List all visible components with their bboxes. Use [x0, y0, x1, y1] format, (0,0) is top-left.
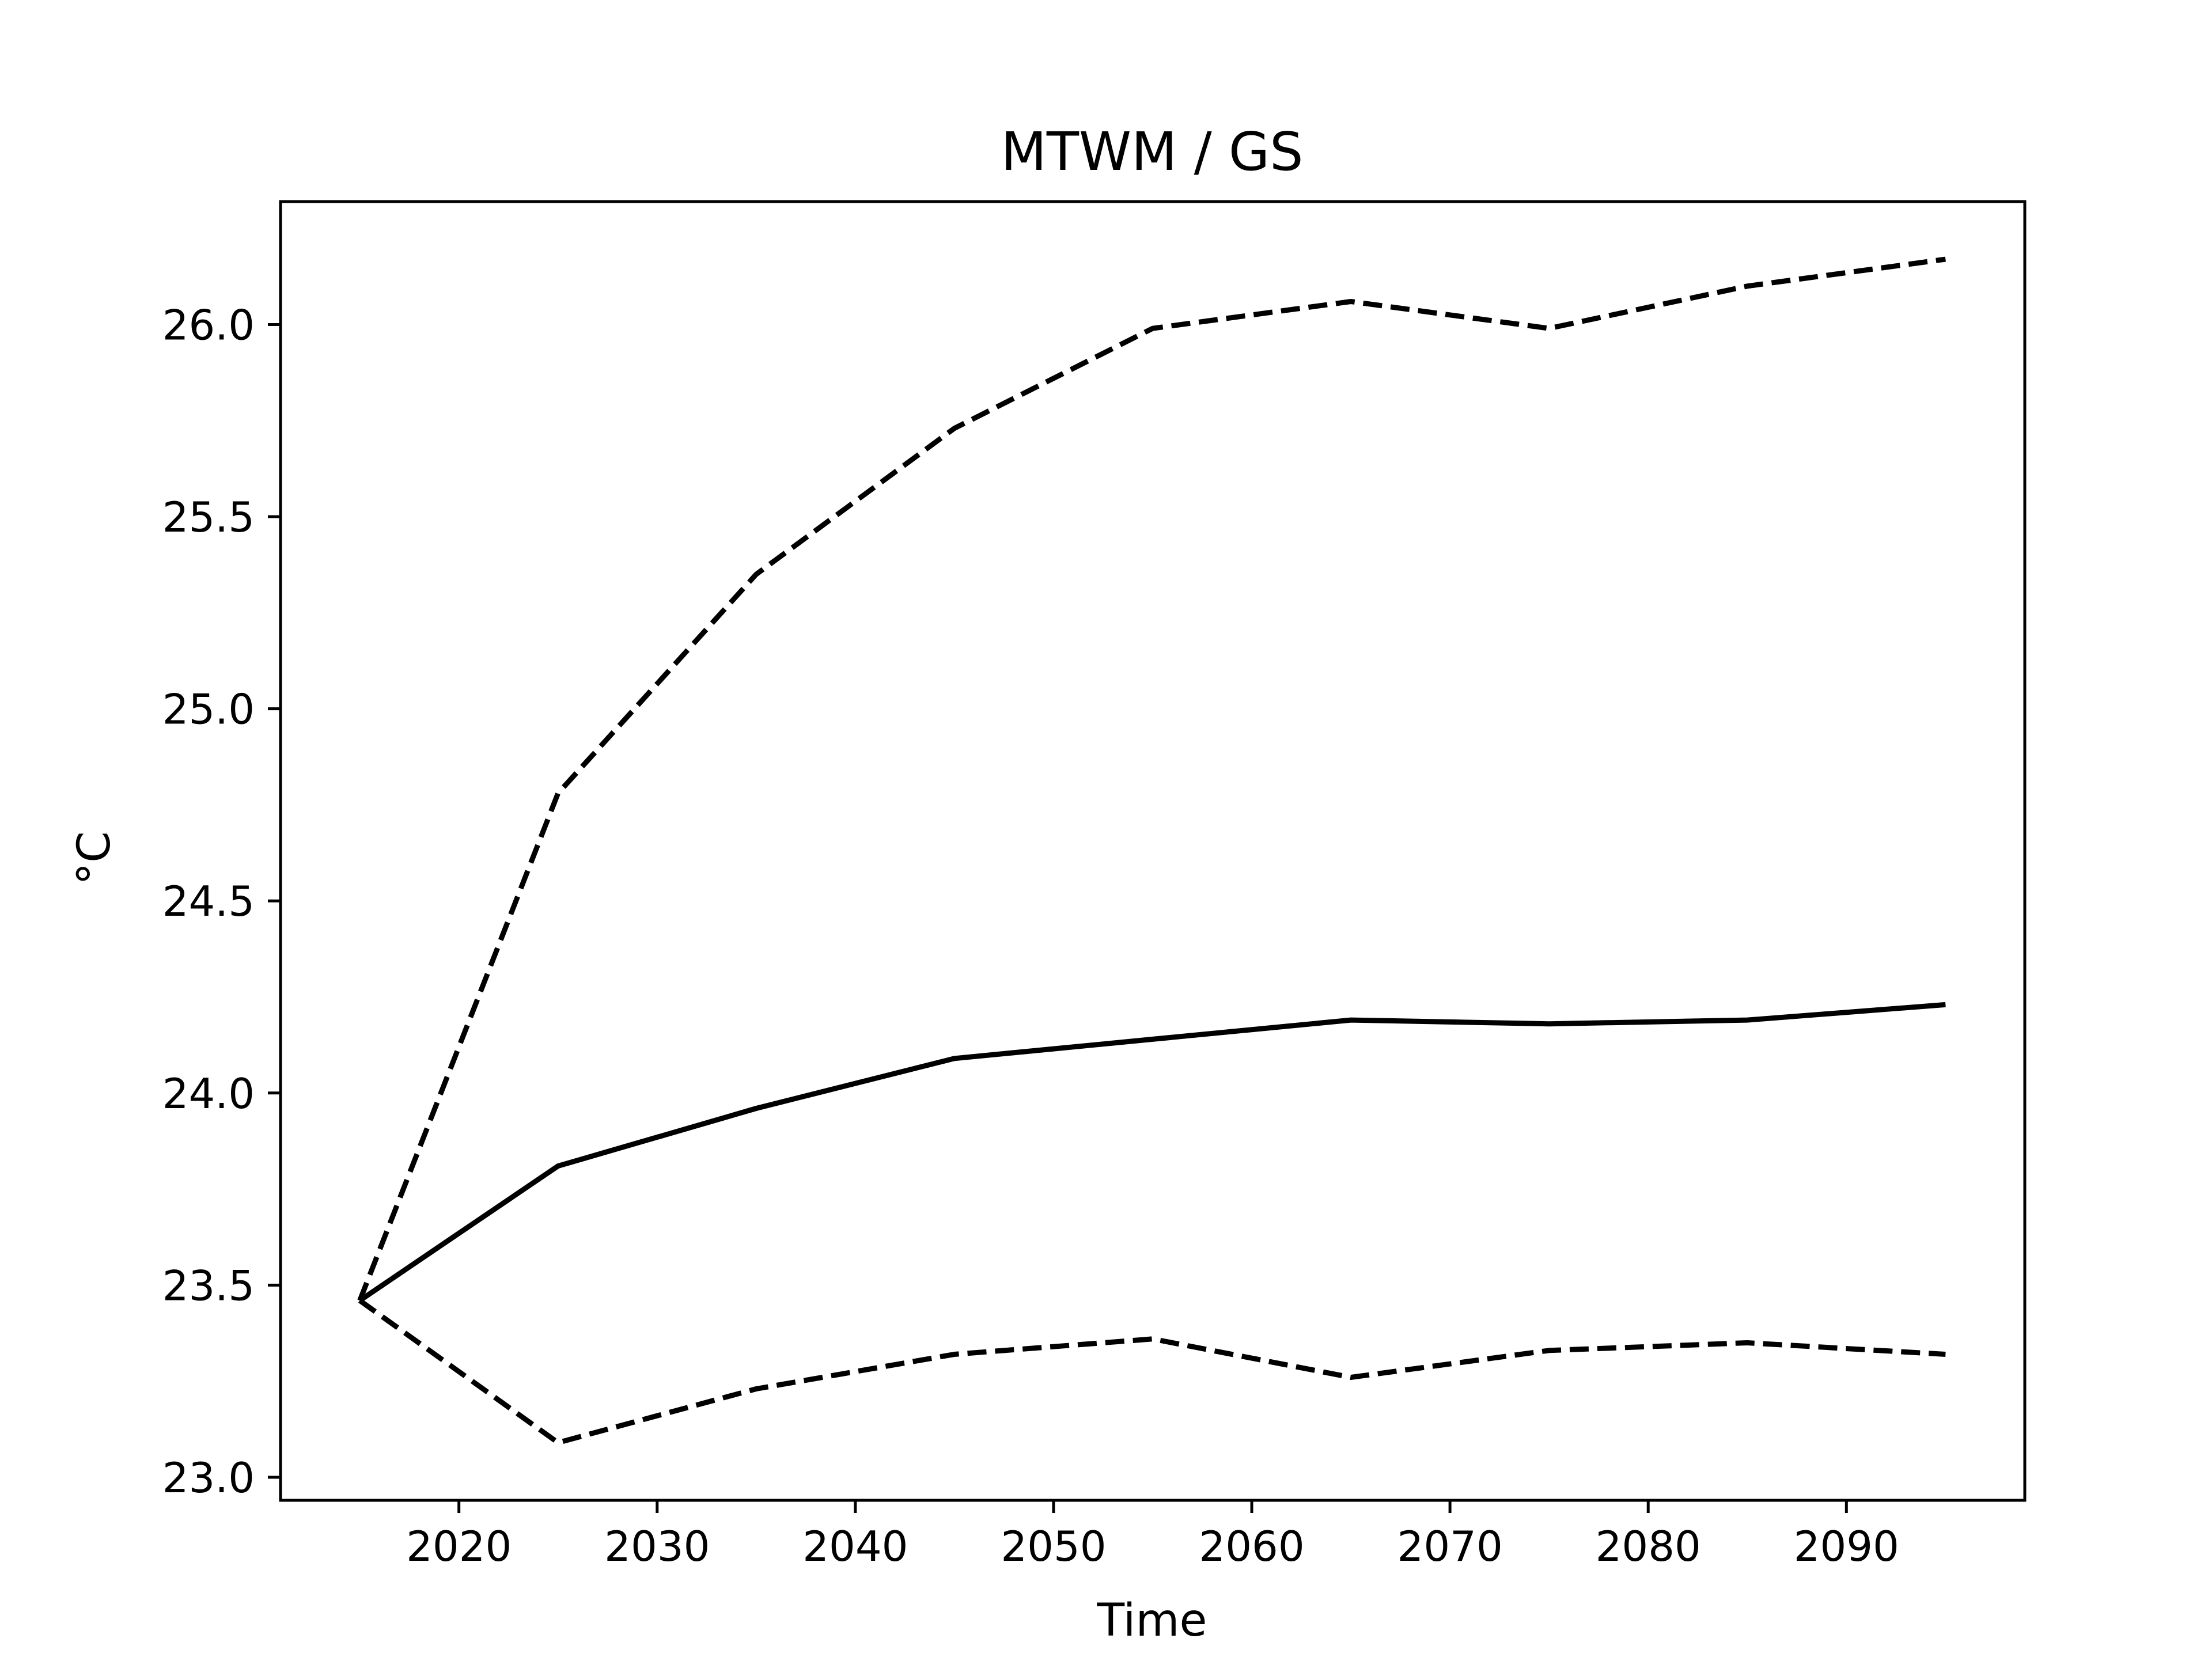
axes-frame [279, 200, 2027, 1502]
x-tick-label: 2080 [1596, 1522, 1701, 1571]
y-tick-label: 24.0 [162, 1070, 255, 1118]
y-tick-label: 24.5 [162, 877, 255, 926]
y-axis: 23.0 23.5 24.0 24.5 25.0 25.5 26.0 [162, 301, 281, 1502]
y-tick-label: 23.0 [162, 1454, 255, 1502]
x-tick-label: 2030 [604, 1522, 710, 1571]
x-axis: 2020 2030 2040 2050 2060 2070 2080 2090 [406, 1500, 1899, 1571]
series-group [357, 256, 1946, 1446]
series-line-1 [358, 1002, 1946, 1303]
x-tick-label: 2040 [802, 1522, 908, 1571]
chart-title: MTWM / GS [1001, 121, 1303, 183]
y-tick-label: 25.5 [162, 493, 255, 541]
x-tick-label: 2050 [1001, 1522, 1106, 1571]
x-tick-label: 2090 [1794, 1522, 1899, 1571]
y-tick-label: 25.0 [162, 685, 255, 734]
x-tick-label: 2060 [1199, 1522, 1304, 1571]
x-tick-label: 2020 [406, 1522, 512, 1571]
series-line-2 [357, 256, 1946, 1302]
series-line-3 [358, 1298, 1946, 1446]
x-tick-label: 2070 [1397, 1522, 1503, 1571]
x-axis-label: Time [1097, 1595, 1207, 1647]
y-tick-label: 23.5 [162, 1261, 255, 1310]
y-tick-label: 26.0 [162, 301, 255, 349]
y-axis-label: °C [69, 831, 120, 885]
axes-frame-group [279, 200, 2027, 1502]
